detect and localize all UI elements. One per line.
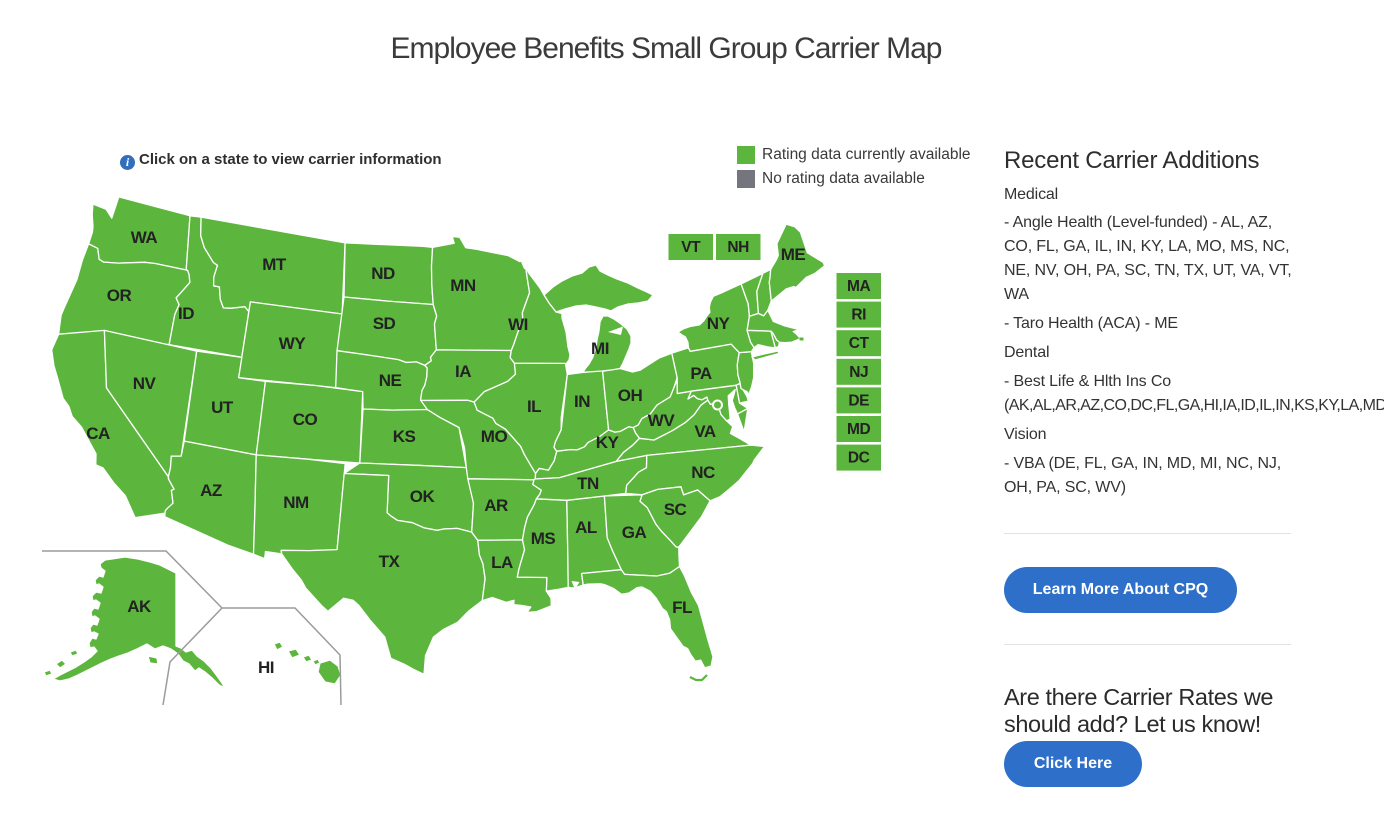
svg-text:OH: OH (618, 386, 643, 405)
svg-text:NJ: NJ (849, 364, 868, 381)
svg-text:DE: DE (848, 392, 869, 409)
svg-text:AZ: AZ (200, 481, 222, 500)
svg-text:KS: KS (393, 427, 416, 446)
svg-text:WY: WY (279, 334, 307, 353)
svg-text:MN: MN (450, 276, 476, 295)
svg-text:UT: UT (211, 398, 234, 417)
svg-text:HI: HI (258, 658, 274, 677)
svg-text:MD: MD (847, 421, 871, 438)
svg-text:ME: ME (781, 245, 806, 264)
svg-text:GA: GA (622, 523, 647, 542)
svg-text:CO: CO (293, 410, 318, 429)
svg-text:SD: SD (373, 314, 396, 333)
svg-text:MO: MO (481, 427, 508, 446)
svg-text:WI: WI (508, 315, 528, 334)
svg-text:MT: MT (262, 255, 287, 274)
svg-text:AL: AL (575, 518, 597, 537)
svg-text:NM: NM (283, 493, 309, 512)
svg-text:SC: SC (664, 500, 687, 519)
svg-text:IA: IA (455, 362, 471, 381)
svg-text:NY: NY (707, 314, 731, 333)
svg-text:ND: ND (371, 264, 395, 283)
svg-text:AR: AR (484, 496, 508, 515)
svg-text:MA: MA (847, 278, 871, 295)
svg-text:ID: ID (178, 304, 194, 323)
svg-text:IL: IL (527, 397, 541, 416)
svg-text:TN: TN (577, 474, 599, 493)
svg-text:RI: RI (851, 307, 866, 324)
svg-text:OK: OK (410, 487, 436, 506)
svg-text:TX: TX (379, 552, 401, 571)
svg-text:KY: KY (596, 433, 620, 452)
svg-text:MI: MI (591, 339, 609, 358)
svg-text:PA: PA (690, 364, 712, 383)
svg-text:AK: AK (127, 597, 152, 616)
svg-text:NH: NH (727, 239, 749, 256)
svg-text:FL: FL (672, 598, 692, 617)
svg-text:VT: VT (681, 239, 701, 256)
svg-text:NV: NV (133, 374, 157, 393)
svg-text:WA: WA (131, 228, 158, 247)
svg-text:WV: WV (648, 411, 676, 430)
svg-text:DC: DC (848, 450, 870, 467)
svg-text:IN: IN (574, 392, 590, 411)
svg-text:CT: CT (849, 335, 870, 352)
svg-text:NC: NC (691, 463, 715, 482)
svg-text:NE: NE (379, 371, 402, 390)
svg-text:MS: MS (531, 529, 556, 548)
svg-text:VA: VA (694, 422, 716, 441)
svg-text:LA: LA (491, 553, 513, 572)
svg-text:CA: CA (86, 424, 110, 443)
svg-text:OR: OR (107, 286, 132, 305)
